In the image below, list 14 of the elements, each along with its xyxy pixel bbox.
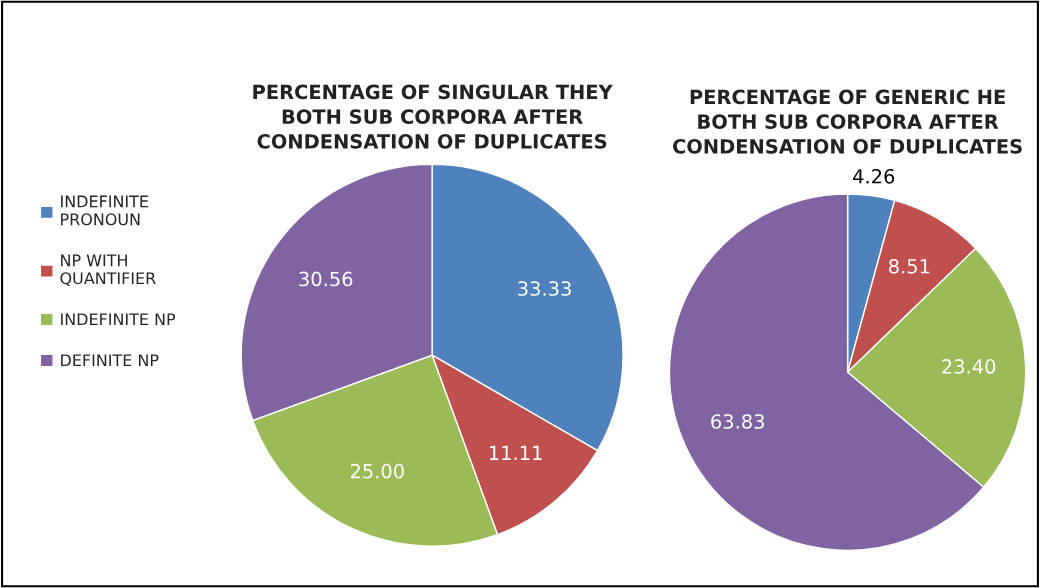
legend-label: INDEFINITE PRONOUN: [61, 195, 148, 226]
data-label: 4.26: [853, 168, 895, 184]
data-label: 8.51: [889, 258, 930, 274]
data-label: 30.56: [299, 271, 353, 287]
chart-title: PERCENTAGE OF SINGULAR THEY BOTH SUB CORPORA AFTER CONDENSATION OF DUPLICATES: [253, 84, 613, 149]
legend-label: NP WITH QUANTIFIER: [60, 254, 156, 287]
data-label: 63.83: [711, 414, 764, 429]
data-label: 25.00: [350, 463, 404, 479]
data-label: 23.40: [942, 359, 996, 374]
legend-label: DEFINITE NP: [61, 354, 159, 367]
data-label: 33.33: [518, 281, 571, 296]
data-label: 11.11: [489, 445, 542, 460]
legend-label: INDEFINITE NP: [61, 313, 176, 326]
chart-title: PERCENTAGE OF GENERIC HE BOTH SUB CORPORA AFTER CONDENSATION OF DUPLICATES: [673, 89, 1022, 154]
